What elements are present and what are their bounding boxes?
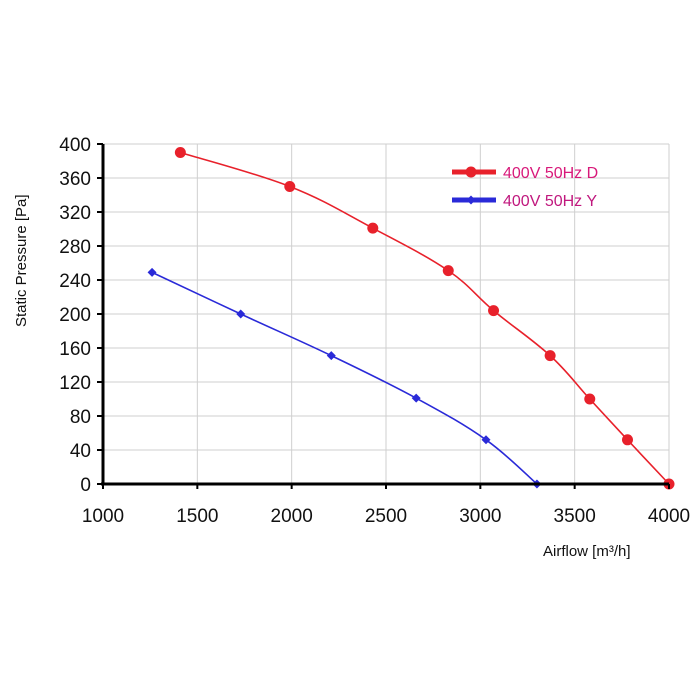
- x-tick-label: 2500: [365, 506, 407, 527]
- y-tick-label: 0: [80, 475, 91, 496]
- legend-marker-2: [466, 195, 476, 205]
- x-tick-label: 2000: [271, 506, 313, 527]
- y-tick-label: 40: [70, 441, 91, 462]
- data-point-series-1: [488, 305, 500, 317]
- y-tick-label: 120: [59, 373, 91, 394]
- series-line-1: [180, 151, 670, 485]
- data-point-series-1: [174, 147, 186, 158]
- y-tick-label: 400: [59, 135, 91, 156]
- y-tick-label: 320: [59, 203, 91, 224]
- x-tick-label: 3000: [459, 506, 501, 527]
- x-tick-label: 1000: [82, 506, 124, 527]
- x-axis-title: Airflow [m³/h]: [543, 543, 631, 560]
- data-point-series-2: [326, 351, 336, 361]
- y-tick-label: 240: [59, 271, 91, 292]
- x-tick-label: 4000: [648, 506, 690, 527]
- legend-label-2: 400V 50Hz Y: [503, 193, 597, 210]
- legend: 400V 50Hz D 400V 50Hz Y: [452, 165, 598, 210]
- y-tick-label: 160: [59, 339, 91, 360]
- data-point-series-2: [236, 309, 246, 319]
- x-tick-label: 3500: [554, 506, 596, 527]
- data-point-series-1: [621, 434, 633, 446]
- data-point-series-1: [544, 350, 556, 362]
- data-point-series-1: [584, 393, 596, 405]
- axes: [97, 143, 670, 489]
- data-point-series-1: [284, 181, 296, 192]
- y-tick-label: 280: [59, 237, 91, 258]
- y-tick-label: 200: [59, 305, 91, 326]
- legend-marker-1: [465, 166, 477, 178]
- y-axis-title: Static Pressure [Pa]: [13, 194, 30, 327]
- y-tick-label: 80: [70, 407, 91, 428]
- y-tick-label: 360: [59, 169, 91, 190]
- series-line-2: [151, 271, 538, 485]
- x-tick-label: 1500: [176, 506, 218, 527]
- series-layer: [147, 147, 675, 490]
- data-point-series-2: [147, 267, 157, 277]
- data-point-series-2: [481, 435, 491, 445]
- data-point-series-1: [442, 265, 454, 277]
- tick-labels: 0 40 80 120 160 200 240 280 320 360 400 1000 1500 200…: [59, 135, 690, 527]
- data-point-series-2: [411, 393, 421, 403]
- data-point-series-1: [367, 222, 379, 234]
- legend-label-1: 400V 50Hz D: [503, 165, 598, 182]
